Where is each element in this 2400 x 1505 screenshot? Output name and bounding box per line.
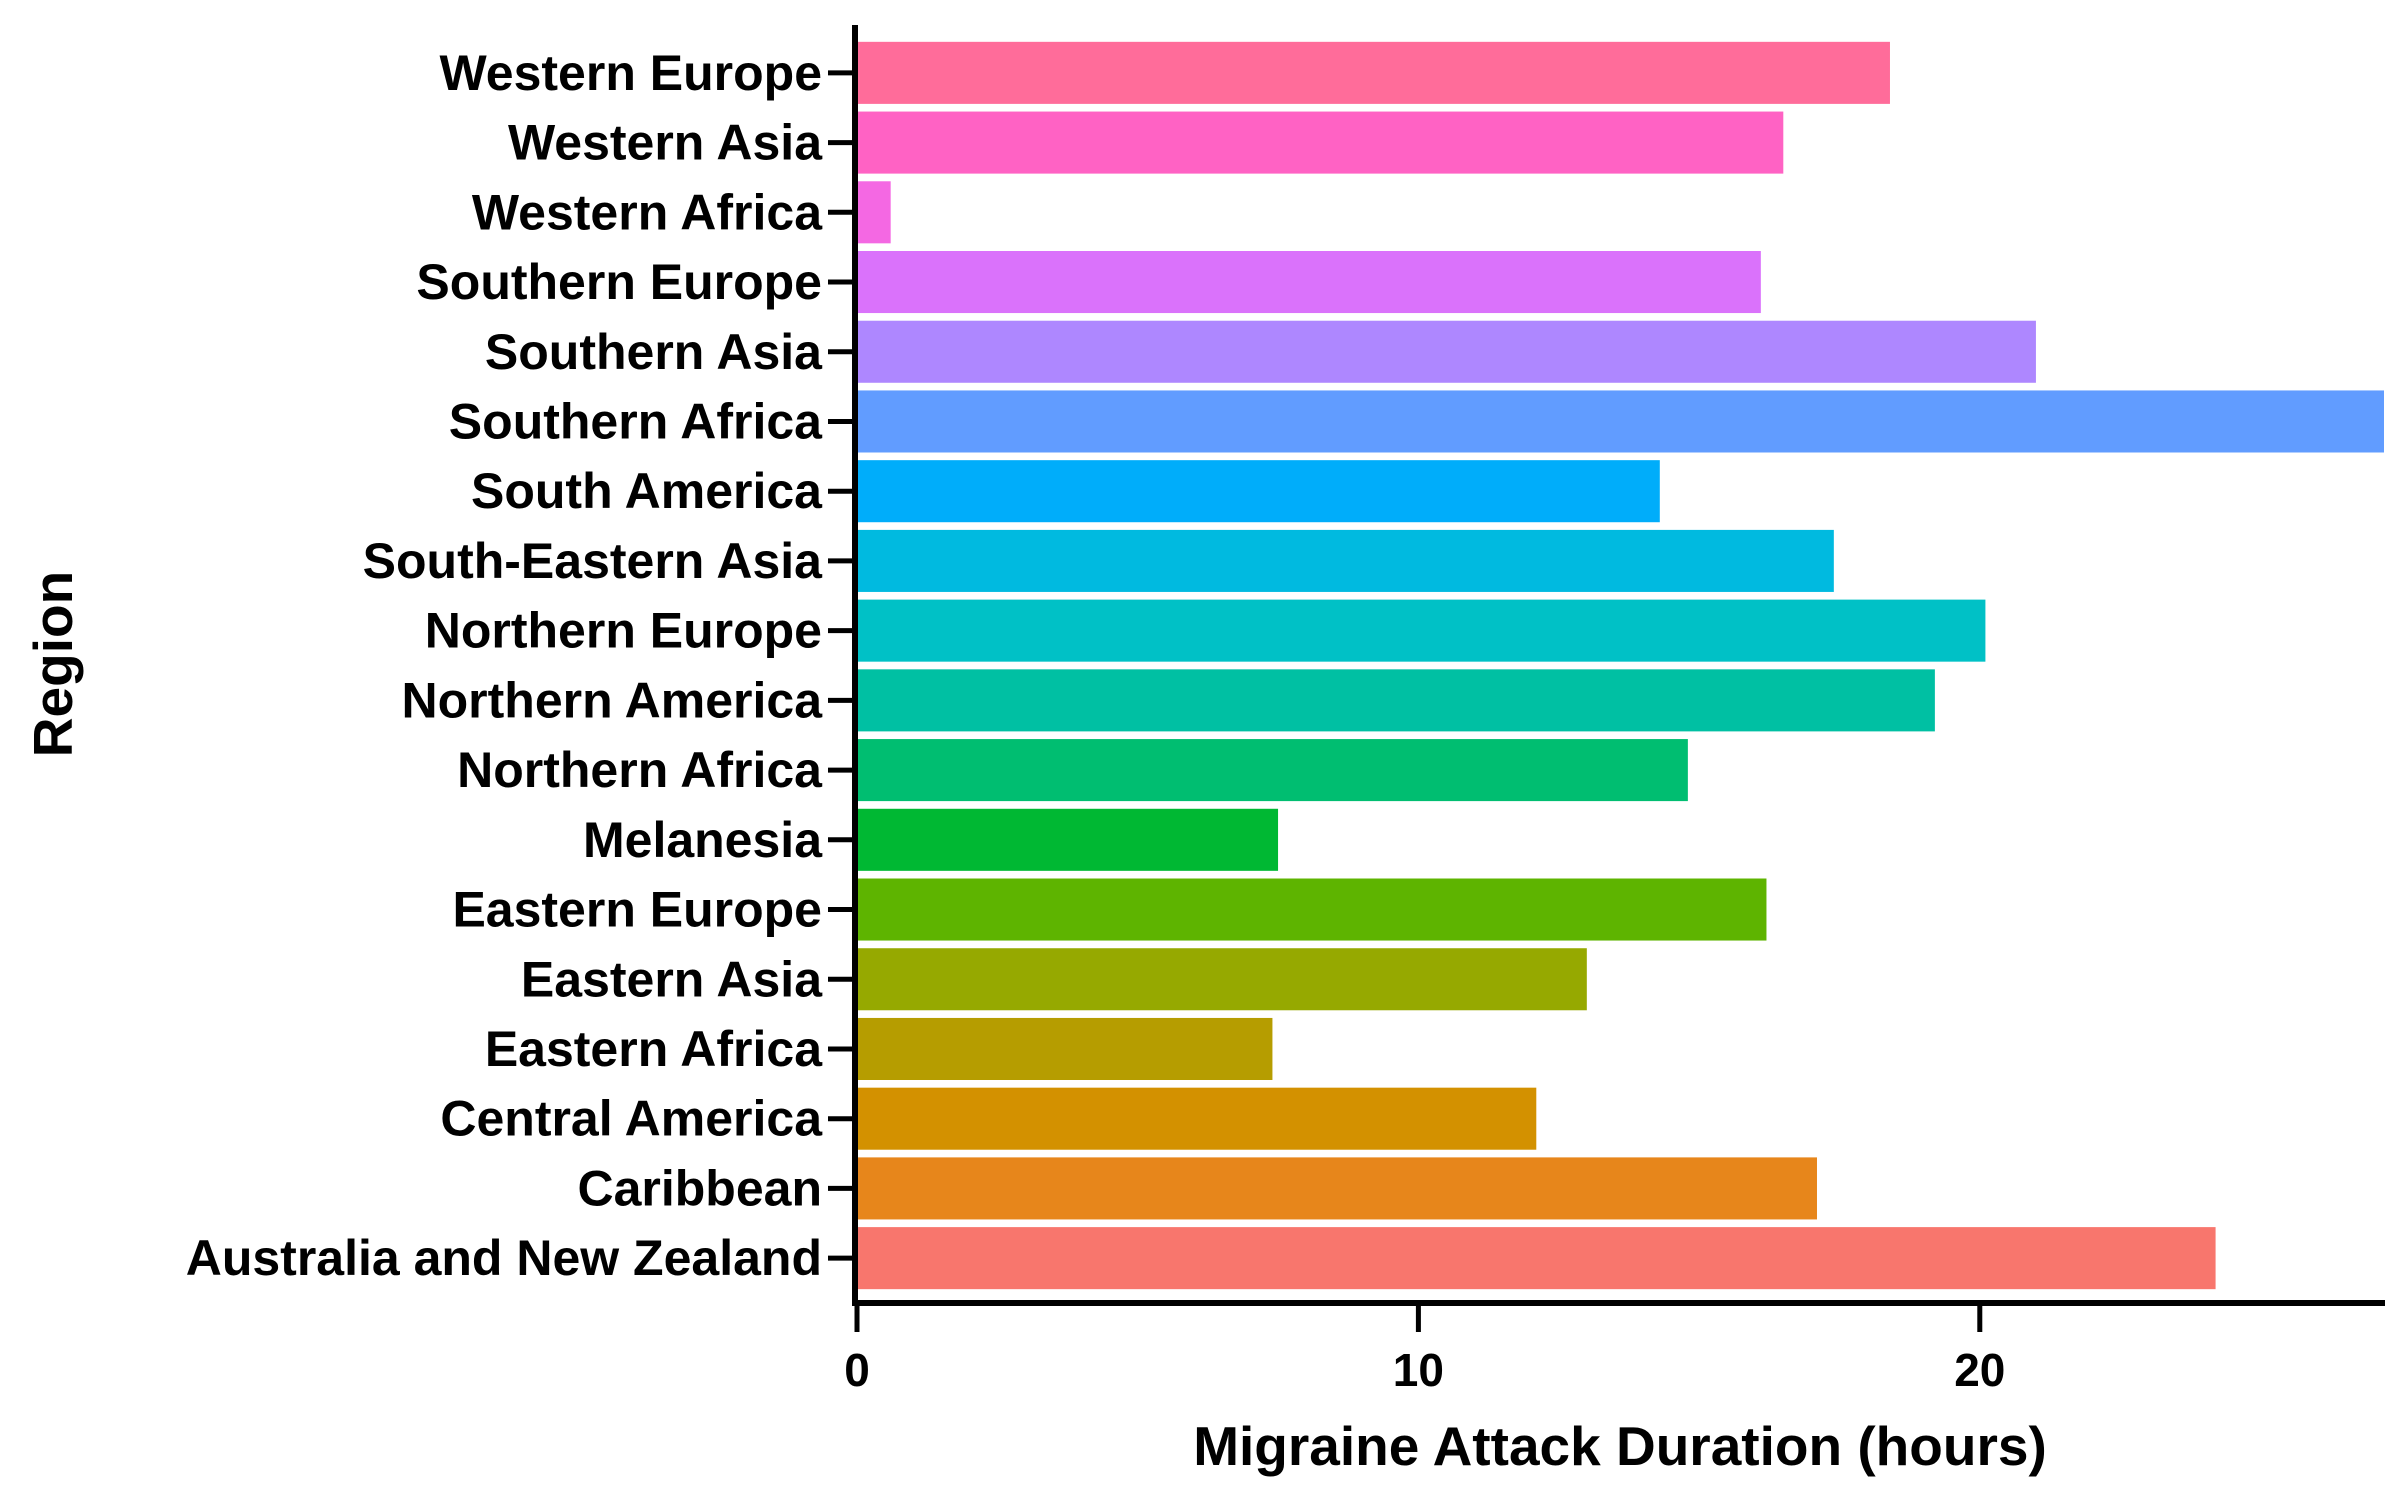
y-tick-label: Western Asia (508, 115, 823, 171)
bar-eastern-africa (857, 1017, 1273, 1080)
bar-western-africa (857, 181, 891, 244)
bar-northern-europe (857, 599, 1986, 662)
x-ticks-layer: 0 10 20 (844, 1303, 2005, 1396)
y-tick-label: Eastern Europe (452, 882, 822, 938)
bar-western-asia (857, 111, 1784, 174)
x-tick-label: 10 (1393, 1344, 1444, 1396)
y-tick-label: Eastern Asia (521, 951, 823, 1007)
y-tick-label: South-Eastern Asia (363, 533, 824, 589)
y-tick-label: Southern Europe (416, 254, 822, 310)
y-tick-label: Southern Asia (485, 324, 823, 380)
bars-layer (857, 41, 2384, 1290)
bar-eastern-europe (857, 878, 1767, 941)
y-tick-label: Australia and New Zealand (186, 1230, 822, 1286)
bar-southern-europe (857, 251, 1761, 314)
y-tick-label: Eastern Africa (485, 1021, 823, 1077)
bar-australia-and-new-zealand (857, 1227, 2216, 1290)
bar-south-eastern-asia (857, 529, 1834, 592)
x-axis-title: Migraine Attack Duration (hours) (1193, 1415, 2047, 1477)
x-tick-label: 0 (844, 1344, 870, 1396)
y-tick-label: Northern America (402, 672, 824, 728)
bar-southern-asia (857, 320, 2036, 383)
y-tick-label: Northern Europe (425, 603, 822, 659)
y-axis-title: Region (22, 571, 84, 757)
bar-northern-america (857, 669, 1935, 732)
bar-melanesia (857, 808, 1279, 871)
y-tick-label: Southern Africa (449, 393, 823, 449)
x-tick-label: 20 (1954, 1344, 2005, 1396)
bar-caribbean (857, 1157, 1817, 1220)
bar-south-america (857, 460, 1660, 523)
y-tick-label: Central America (440, 1091, 823, 1147)
y-ticks-layer: Western Europe Western Asia Western Africa… (186, 45, 855, 1286)
y-tick-label: Western Europe (440, 45, 823, 101)
y-tick-label: Northern Africa (457, 742, 823, 798)
bar-western-europe (857, 41, 1890, 104)
bar-northern-africa (857, 739, 1688, 802)
y-tick-label: Western Africa (472, 184, 823, 240)
bar-eastern-asia (857, 948, 1587, 1011)
bar-central-america (857, 1087, 1537, 1150)
bar-southern-africa (857, 390, 2384, 453)
y-tick-label: Caribbean (577, 1160, 822, 1216)
y-tick-label: South America (471, 463, 823, 519)
y-tick-label: Melanesia (583, 812, 823, 868)
